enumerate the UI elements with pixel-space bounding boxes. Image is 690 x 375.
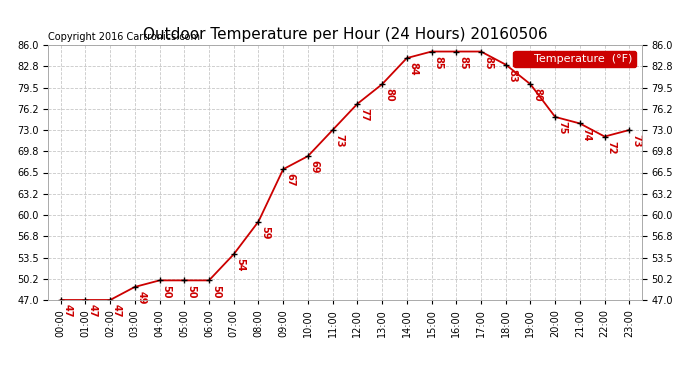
Text: 47: 47 [63, 304, 72, 318]
Text: 75: 75 [557, 121, 567, 135]
Text: 73: 73 [631, 134, 641, 148]
Text: 47: 47 [88, 304, 97, 318]
Text: 59: 59 [260, 226, 270, 239]
Text: 47: 47 [112, 304, 122, 318]
Text: 50: 50 [186, 285, 196, 298]
Text: 72: 72 [607, 141, 617, 154]
Text: 49: 49 [137, 291, 147, 304]
Text: 77: 77 [359, 108, 369, 122]
Text: 50: 50 [211, 285, 221, 298]
Text: 69: 69 [310, 160, 320, 174]
Text: 83: 83 [508, 69, 518, 82]
Text: 67: 67 [285, 173, 295, 187]
Text: 73: 73 [335, 134, 344, 148]
Text: 54: 54 [236, 258, 246, 272]
Text: 80: 80 [533, 88, 542, 102]
Text: 85: 85 [458, 56, 469, 69]
Title: Outdoor Temperature per Hour (24 Hours) 20160506: Outdoor Temperature per Hour (24 Hours) … [143, 27, 547, 42]
Legend: Temperature  (°F): Temperature (°F) [513, 51, 636, 67]
Text: Copyright 2016 Cartronics.com: Copyright 2016 Cartronics.com [48, 33, 200, 42]
Text: 84: 84 [408, 62, 419, 76]
Text: 85: 85 [483, 56, 493, 69]
Text: 85: 85 [433, 56, 444, 69]
Text: 80: 80 [384, 88, 394, 102]
Text: 74: 74 [582, 128, 592, 141]
Text: 50: 50 [161, 285, 172, 298]
